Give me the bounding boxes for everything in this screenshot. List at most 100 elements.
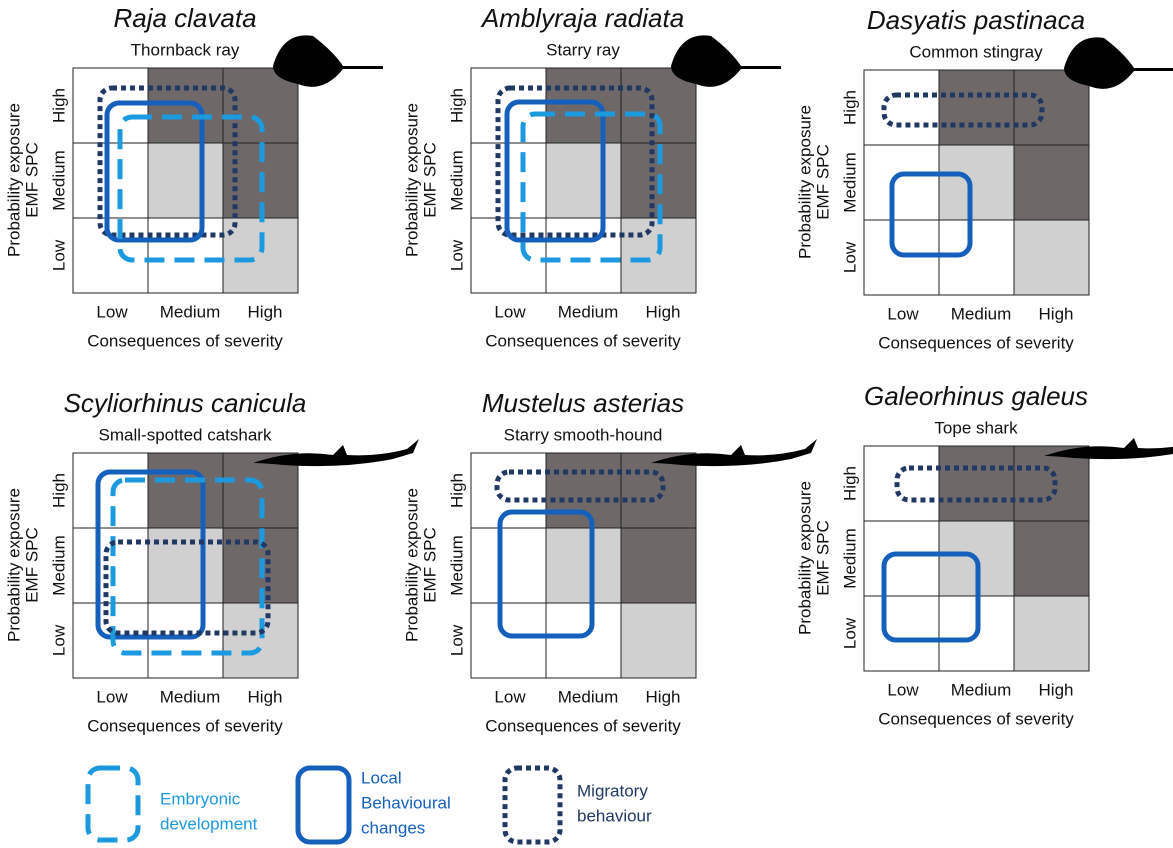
y-label: Low: [840, 241, 859, 273]
legend-label: changes: [361, 818, 425, 837]
solid-outline: [298, 768, 349, 842]
x-label: Low: [96, 302, 128, 321]
x-axis-title: Consequences of severity: [485, 331, 681, 350]
matrix-cell: [471, 528, 546, 603]
y-axis-title: EMF SPC: [22, 142, 41, 218]
y-axis-title: Probability exposure: [402, 103, 421, 257]
ray-silhouette: [273, 35, 383, 86]
matrix-cell: [939, 70, 1014, 145]
x-axis-title: Consequences of severity: [878, 709, 1074, 728]
matrix-cell: [621, 218, 696, 293]
x-label: Medium: [558, 302, 618, 321]
ray-silhouette: [671, 35, 781, 86]
matrix-cell: [864, 145, 939, 220]
x-axis-title: Consequences of severity: [485, 716, 681, 735]
matrix-cell: [1014, 220, 1089, 295]
matrix-cell: [148, 453, 223, 528]
panel-title: Raja clavata: [113, 3, 256, 33]
y-label: High: [840, 90, 859, 125]
x-label: Medium: [951, 304, 1011, 323]
y-axis-title: EMF SPC: [420, 142, 439, 218]
ray-silhouette: [1064, 37, 1173, 88]
matrix-cell: [148, 143, 223, 218]
x-axis-title: Consequences of severity: [87, 716, 283, 735]
matrix-cell: [546, 143, 621, 218]
matrix-cell: [864, 70, 939, 145]
y-label: Low: [840, 617, 859, 649]
matrix-cell: [621, 528, 696, 603]
y-axis-title: Probability exposure: [795, 105, 814, 259]
panel-subtitle: Starry ray: [546, 40, 620, 59]
y-label: Low: [447, 239, 466, 271]
matrix-cell: [939, 446, 1014, 521]
y-label: High: [49, 88, 68, 123]
y-label: High: [49, 473, 68, 508]
y-label: High: [447, 88, 466, 123]
y-label: High: [447, 473, 466, 508]
matrix-cell: [864, 596, 939, 671]
matrix-cell: [73, 218, 148, 293]
x-label: Medium: [160, 302, 220, 321]
matrix-cell: [546, 68, 621, 143]
x-label: Low: [96, 687, 128, 706]
matrix-cell: [471, 603, 546, 678]
dot-outline: [505, 768, 560, 842]
x-axis-title: Consequences of severity: [878, 333, 1074, 352]
x-label: High: [646, 302, 681, 321]
dash-outline: [88, 768, 138, 840]
y-axis-title: Probability exposure: [402, 488, 421, 642]
panel-subtitle: Tope shark: [934, 418, 1018, 437]
y-axis-title: EMF SPC: [813, 520, 832, 596]
y-label: Medium: [49, 150, 68, 210]
matrix-cell: [148, 218, 223, 293]
y-axis-title: Probability exposure: [4, 103, 23, 257]
x-label: High: [248, 687, 283, 706]
x-axis-title: Consequences of severity: [87, 331, 283, 350]
legend-label: Migratory: [577, 781, 648, 800]
matrix-cell: [546, 603, 621, 678]
matrix-cell: [148, 528, 223, 603]
x-label: High: [646, 687, 681, 706]
matrix-cell: [546, 528, 621, 603]
x-label: Medium: [951, 680, 1011, 699]
panel-title: Scyliorhinus canicula: [64, 388, 307, 418]
x-label: Low: [887, 304, 919, 323]
x-label: Low: [887, 680, 919, 699]
x-label: High: [1039, 304, 1074, 323]
x-label: Medium: [558, 687, 618, 706]
y-label: Low: [49, 239, 68, 271]
x-label: Low: [494, 687, 526, 706]
panel-title: Amblyraja radiata: [480, 3, 684, 33]
matrix-cell: [223, 218, 298, 293]
matrix-cell: [1014, 145, 1089, 220]
panel-subtitle: Small-spotted catshark: [99, 425, 272, 444]
panel-subtitle: Starry smooth-hound: [504, 425, 663, 444]
matrix-cell: [1014, 596, 1089, 671]
y-axis-title: EMF SPC: [420, 527, 439, 603]
legend-label: Behavioural: [361, 793, 451, 812]
y-label: Medium: [49, 535, 68, 595]
y-axis-title: EMF SPC: [813, 144, 832, 220]
y-axis-title: Probability exposure: [4, 488, 23, 642]
y-axis-title: Probability exposure: [795, 481, 814, 635]
matrix-cell: [864, 446, 939, 521]
panel-subtitle: Thornback ray: [131, 40, 240, 59]
x-label: Medium: [160, 687, 220, 706]
legend-label: development: [160, 814, 258, 833]
y-label: Medium: [840, 528, 859, 588]
panel-subtitle: Common stingray: [909, 42, 1043, 61]
legend-label: Embryonic: [160, 789, 241, 808]
matrix-cell: [73, 143, 148, 218]
matrix-cell: [223, 603, 298, 678]
y-label: Medium: [840, 152, 859, 212]
figure: {"panels": [ {"title": "Raja clavata", "…: [0, 0, 1173, 848]
panel-title: Dasyatis pastinaca: [867, 5, 1085, 35]
matrix-cell: [148, 603, 223, 678]
matrix-cell: [546, 453, 621, 528]
matrix-cell: [471, 453, 546, 528]
matrix-cell: [621, 603, 696, 678]
y-label: Medium: [447, 150, 466, 210]
matrix-cell: [546, 218, 621, 293]
matrix-cell: [939, 145, 1014, 220]
x-label: Low: [494, 302, 526, 321]
